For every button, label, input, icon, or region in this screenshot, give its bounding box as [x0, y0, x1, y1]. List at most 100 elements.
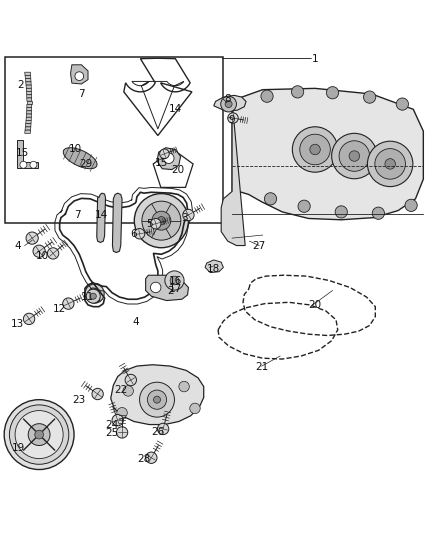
- Circle shape: [140, 382, 174, 417]
- Text: 6: 6: [131, 229, 137, 239]
- Circle shape: [339, 141, 370, 171]
- Text: 14: 14: [169, 104, 182, 114]
- Circle shape: [63, 298, 74, 309]
- Polygon shape: [63, 148, 97, 169]
- Circle shape: [142, 201, 181, 240]
- Polygon shape: [97, 193, 106, 243]
- Polygon shape: [27, 92, 32, 95]
- Polygon shape: [214, 95, 246, 111]
- Circle shape: [92, 389, 103, 400]
- Circle shape: [163, 153, 174, 164]
- Text: 3: 3: [181, 214, 187, 223]
- Circle shape: [150, 219, 161, 229]
- Polygon shape: [26, 114, 32, 117]
- Circle shape: [300, 134, 330, 165]
- FancyBboxPatch shape: [5, 57, 223, 223]
- Circle shape: [349, 151, 360, 161]
- Circle shape: [47, 248, 59, 259]
- Circle shape: [152, 211, 171, 230]
- Circle shape: [228, 113, 238, 123]
- Circle shape: [4, 400, 74, 470]
- Text: 18: 18: [207, 264, 220, 273]
- Circle shape: [291, 86, 304, 98]
- Text: 2: 2: [17, 80, 24, 90]
- Text: 20: 20: [308, 300, 321, 310]
- Polygon shape: [26, 117, 32, 120]
- Polygon shape: [146, 275, 188, 301]
- Circle shape: [335, 206, 347, 218]
- Text: 1: 1: [312, 54, 318, 64]
- Polygon shape: [221, 101, 245, 246]
- Circle shape: [183, 209, 194, 221]
- Text: 15: 15: [16, 148, 29, 158]
- Polygon shape: [25, 127, 31, 130]
- Circle shape: [117, 408, 127, 418]
- Polygon shape: [27, 101, 32, 104]
- Circle shape: [117, 427, 128, 438]
- Text: 14: 14: [95, 210, 108, 220]
- Polygon shape: [25, 76, 31, 79]
- Polygon shape: [232, 88, 424, 220]
- Text: 10: 10: [68, 143, 81, 154]
- Text: 29: 29: [79, 159, 92, 169]
- Circle shape: [372, 207, 385, 220]
- Polygon shape: [205, 260, 223, 272]
- Polygon shape: [113, 193, 122, 253]
- Polygon shape: [27, 111, 32, 114]
- Text: 16: 16: [169, 276, 182, 286]
- Circle shape: [134, 229, 145, 239]
- Circle shape: [367, 141, 413, 187]
- Circle shape: [125, 374, 137, 386]
- Circle shape: [179, 381, 189, 392]
- Circle shape: [396, 98, 409, 110]
- Text: 5: 5: [146, 219, 152, 229]
- Circle shape: [146, 452, 157, 463]
- Circle shape: [30, 161, 37, 168]
- Circle shape: [112, 415, 124, 426]
- Circle shape: [292, 127, 338, 172]
- Circle shape: [375, 149, 406, 179]
- Text: 4: 4: [133, 317, 139, 327]
- Circle shape: [326, 87, 339, 99]
- Circle shape: [15, 410, 63, 458]
- Text: 11: 11: [81, 292, 94, 302]
- Circle shape: [265, 193, 277, 205]
- Circle shape: [33, 245, 45, 257]
- Circle shape: [10, 405, 69, 464]
- Polygon shape: [27, 104, 32, 108]
- Polygon shape: [27, 108, 32, 111]
- Text: 26: 26: [151, 427, 165, 438]
- Circle shape: [159, 149, 169, 159]
- Text: 8: 8: [224, 94, 231, 104]
- Circle shape: [190, 403, 200, 414]
- Polygon shape: [17, 140, 38, 168]
- Polygon shape: [25, 79, 31, 82]
- Circle shape: [35, 430, 43, 439]
- Circle shape: [165, 271, 184, 290]
- Circle shape: [261, 90, 273, 102]
- Circle shape: [298, 200, 310, 212]
- Polygon shape: [26, 120, 31, 124]
- Polygon shape: [26, 88, 32, 92]
- Polygon shape: [27, 95, 32, 98]
- Circle shape: [134, 193, 188, 248]
- Text: 15: 15: [155, 158, 168, 167]
- Polygon shape: [71, 65, 88, 84]
- Text: 24: 24: [106, 419, 119, 430]
- Text: 13: 13: [11, 319, 24, 329]
- Text: 27: 27: [253, 240, 266, 251]
- Text: 21: 21: [255, 362, 268, 372]
- Text: 7: 7: [78, 89, 85, 99]
- Polygon shape: [26, 82, 31, 85]
- Circle shape: [75, 72, 84, 80]
- Text: 4: 4: [14, 240, 21, 251]
- Circle shape: [221, 96, 237, 112]
- Circle shape: [405, 199, 417, 212]
- Text: 28: 28: [137, 454, 151, 464]
- Circle shape: [157, 423, 169, 434]
- Text: 2: 2: [168, 286, 174, 295]
- Text: 19: 19: [11, 443, 25, 453]
- Polygon shape: [111, 365, 204, 425]
- Polygon shape: [25, 72, 31, 76]
- Circle shape: [225, 101, 232, 108]
